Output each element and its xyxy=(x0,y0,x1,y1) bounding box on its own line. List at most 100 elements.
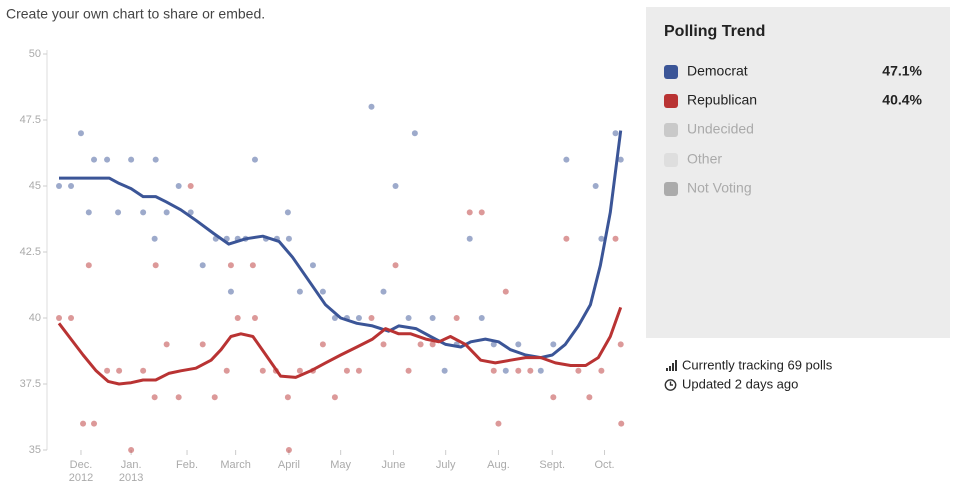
poll-dot xyxy=(392,262,399,269)
legend-label: Undecided xyxy=(687,121,754,137)
trend-line xyxy=(57,306,623,386)
legend-label: Democrat xyxy=(687,63,748,79)
poll-dot xyxy=(331,394,338,401)
poll-dot xyxy=(140,367,147,374)
poll-dot xyxy=(478,315,485,321)
clock-icon xyxy=(664,379,677,391)
y-tick-label: 47.5 xyxy=(20,114,41,126)
footer-text: Currently tracking 69 polls xyxy=(682,357,833,372)
poll-dot xyxy=(68,183,75,189)
y-tick-label: 42.5 xyxy=(20,246,41,258)
x-tick-label: April xyxy=(278,459,300,471)
poll-dot xyxy=(490,367,497,374)
poll-dot xyxy=(411,130,418,137)
poll-dot xyxy=(68,315,75,321)
poll-dot xyxy=(343,367,350,374)
footer-text: Updated 2 days ago xyxy=(682,376,798,391)
header-text: Create your own chart to share or embed. xyxy=(6,6,265,22)
poll-dot xyxy=(502,288,509,295)
legend-title: Polling Trend xyxy=(664,23,765,40)
poll-dot xyxy=(234,315,241,321)
y-tick-label: 50 xyxy=(29,48,41,60)
poll-dot xyxy=(187,183,194,189)
poll-dot xyxy=(175,183,182,189)
poll-dot xyxy=(368,315,375,321)
poll-dot xyxy=(495,420,502,427)
poll-dot xyxy=(417,341,424,348)
poll-dot xyxy=(175,394,182,401)
poll-dot xyxy=(380,288,387,295)
x-tick-label: Oct. xyxy=(594,459,614,471)
poll-dot xyxy=(151,235,158,242)
trend-line xyxy=(59,130,623,360)
x-tick-label: Feb. xyxy=(176,459,198,471)
poll-dot xyxy=(251,315,258,321)
poll-dot xyxy=(598,235,605,242)
poll-dot xyxy=(116,367,123,374)
poll-dot xyxy=(392,183,399,189)
poll-dot xyxy=(56,183,63,189)
poll-dot xyxy=(128,156,135,163)
poll-dot xyxy=(285,235,292,242)
poll-dot xyxy=(319,288,326,295)
poll-dot xyxy=(405,315,412,321)
poll-dot xyxy=(537,367,544,374)
poll-dot xyxy=(259,367,266,374)
legend-label: Other xyxy=(687,151,722,167)
legend-swatch xyxy=(664,65,678,79)
poll-dot xyxy=(91,420,98,427)
poll-dot xyxy=(296,367,303,374)
y-tick-label: 40 xyxy=(29,312,41,324)
poll-dot xyxy=(199,262,206,269)
x-tick-label: Dec. 2012 xyxy=(69,459,93,482)
x-tick-label: Sept. xyxy=(539,459,565,471)
poll-dot xyxy=(453,315,460,321)
poll-dot xyxy=(152,262,159,269)
poll-dot xyxy=(586,394,593,401)
poll-dot xyxy=(85,209,92,216)
legend-label: Not Voting xyxy=(687,180,752,196)
y-tick-label: 35 xyxy=(29,444,41,456)
poll-dot xyxy=(563,235,570,242)
poll-dot xyxy=(85,262,92,269)
poll-dot xyxy=(331,315,338,321)
x-tick-label: March xyxy=(220,459,251,471)
poll-dot xyxy=(163,341,170,348)
poll-dot xyxy=(56,315,63,321)
legend-swatch xyxy=(664,153,678,167)
poll-dot xyxy=(152,156,159,163)
poll-dot xyxy=(199,341,206,348)
legend-value: 47.1% xyxy=(882,63,922,79)
poll-dot xyxy=(592,183,599,189)
poll-dot xyxy=(77,130,84,137)
poll-dot xyxy=(502,367,509,374)
poll-dot xyxy=(618,420,625,427)
bars-icon xyxy=(666,360,677,371)
poll-dot xyxy=(550,341,557,348)
poll-dot xyxy=(211,394,218,401)
poll-dot xyxy=(612,235,619,242)
poll-dot xyxy=(527,367,534,374)
poll-dot xyxy=(405,367,412,374)
x-tick-label: May xyxy=(330,459,351,471)
poll-dot xyxy=(128,447,135,453)
poll-dot xyxy=(598,367,605,374)
poll-dot xyxy=(151,394,158,401)
y-tick-label: 37.5 xyxy=(20,378,41,390)
legend-swatch xyxy=(664,123,678,137)
poll-dot xyxy=(355,367,362,374)
poll-dot xyxy=(466,235,473,242)
poll-dot xyxy=(515,367,522,374)
poll-dot xyxy=(355,315,362,321)
x-tick-label: Aug. xyxy=(487,459,510,471)
poll-dot xyxy=(490,341,497,348)
poll-dot xyxy=(285,447,292,453)
poll-dot xyxy=(115,209,122,216)
poll-dot xyxy=(563,156,570,163)
poll-dot xyxy=(140,209,147,216)
x-tick-label: Jan. 2013 xyxy=(119,459,143,482)
x-tick-label: June xyxy=(382,459,406,471)
legend-swatch xyxy=(664,182,678,196)
